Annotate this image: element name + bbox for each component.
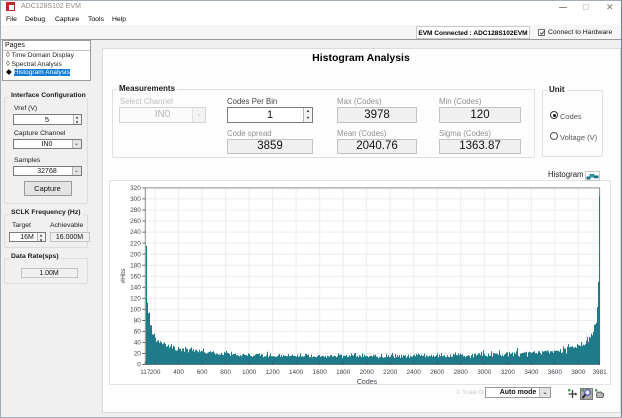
svg-text:220: 220 bbox=[130, 240, 141, 247]
svg-text:100: 100 bbox=[130, 307, 141, 314]
svg-text:1400: 1400 bbox=[289, 369, 304, 376]
svg-text:Codes: Codes bbox=[357, 379, 378, 386]
svg-text:3200: 3200 bbox=[501, 369, 516, 376]
svg-text:140: 140 bbox=[130, 284, 141, 291]
svg-text:1800: 1800 bbox=[336, 369, 351, 376]
svg-text:200: 200 bbox=[130, 251, 141, 258]
svg-text:1000: 1000 bbox=[242, 369, 257, 376]
svg-text:180: 180 bbox=[130, 262, 141, 269]
svg-text:300: 300 bbox=[130, 196, 141, 203]
svg-text:2800: 2800 bbox=[454, 369, 469, 376]
svg-text:3981: 3981 bbox=[592, 369, 607, 376]
svg-text:600: 600 bbox=[197, 369, 208, 376]
svg-text:3400: 3400 bbox=[524, 369, 539, 376]
svg-text:3600: 3600 bbox=[548, 369, 563, 376]
svg-text:280: 280 bbox=[130, 207, 141, 214]
svg-text:2600: 2600 bbox=[430, 369, 445, 376]
svg-text:2400: 2400 bbox=[407, 369, 422, 376]
svg-text:240: 240 bbox=[130, 229, 141, 236]
svg-text:2200: 2200 bbox=[383, 369, 398, 376]
svg-text:1600: 1600 bbox=[313, 369, 328, 376]
svg-text:200: 200 bbox=[150, 369, 161, 376]
svg-text:3000: 3000 bbox=[477, 369, 492, 376]
svg-text:800: 800 bbox=[220, 369, 231, 376]
svg-text:80: 80 bbox=[134, 318, 142, 325]
svg-text:#Hits: #Hits bbox=[120, 269, 127, 284]
svg-text:260: 260 bbox=[130, 218, 141, 225]
svg-text:20: 20 bbox=[134, 351, 142, 358]
svg-text:320: 320 bbox=[130, 185, 141, 192]
svg-text:60: 60 bbox=[134, 329, 142, 336]
svg-text:117: 117 bbox=[140, 369, 151, 376]
svg-text:400: 400 bbox=[173, 369, 184, 376]
svg-text:3800: 3800 bbox=[571, 369, 586, 376]
svg-text:40: 40 bbox=[134, 340, 142, 347]
svg-text:120: 120 bbox=[130, 296, 141, 303]
svg-text:1200: 1200 bbox=[265, 369, 280, 376]
svg-text:160: 160 bbox=[130, 273, 141, 280]
svg-text:2000: 2000 bbox=[360, 369, 375, 376]
svg-text:0: 0 bbox=[137, 362, 141, 369]
